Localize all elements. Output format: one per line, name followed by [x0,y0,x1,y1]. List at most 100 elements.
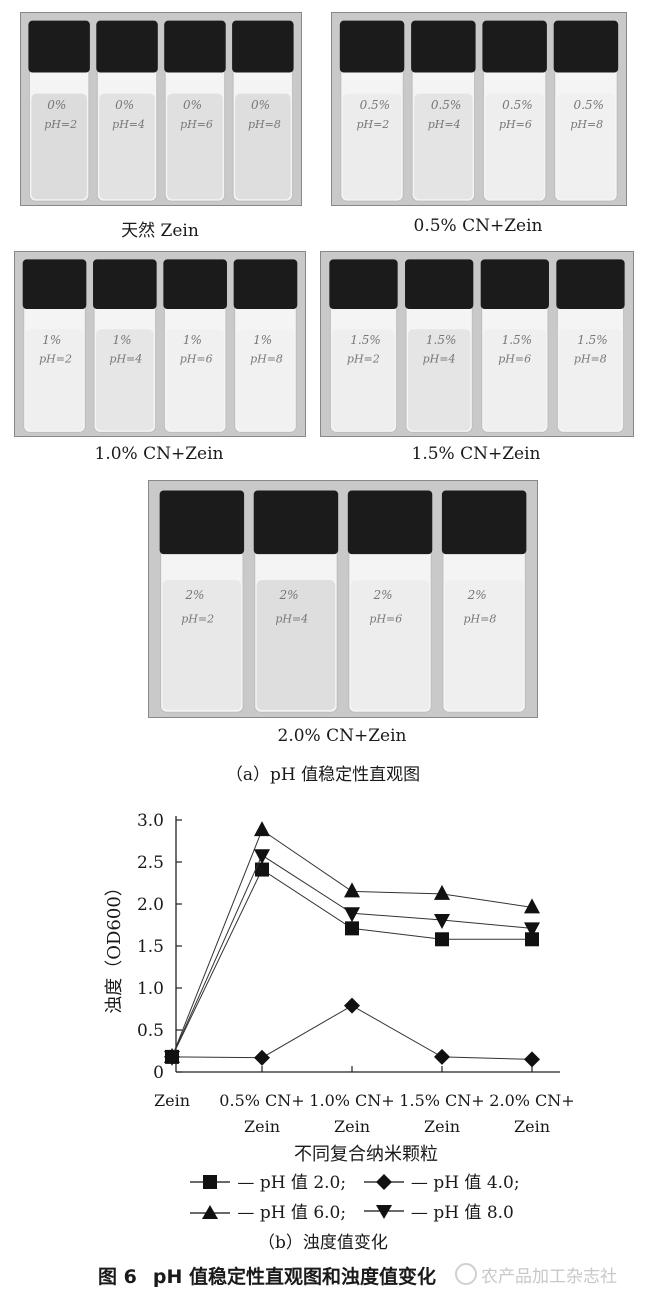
data-point-triangle-up [434,884,450,900]
data-point-diamond [524,1051,540,1068]
vial-label-percent: 0.5% [360,98,391,112]
data-point-triangle-down [524,922,540,938]
vial-label-percent: 1.5% [350,333,381,347]
data-point-triangle-down [344,907,360,923]
vial-liquid [483,329,546,431]
vial-photo-svg: 1.5% pH=2 1.5% pH=4 1.5% pH=6 1.5% pH=8 [321,252,633,436]
vial: 0% pH=4 [96,20,158,202]
x-tick-label: Zein [514,1117,550,1136]
vial-cap [329,259,398,310]
vial-cap [253,490,339,555]
square-marker-icon [190,1175,230,1189]
vial-liquid [256,580,336,710]
photo-10-cn-zein: 1% pH=2 1% pH=4 1% pH=6 1% pH=8 [14,251,306,437]
vial-label-ph: pH=6 [180,352,213,365]
photo-label-15-cn-zein: 1.5% CN+Zein [411,444,541,464]
vial-label-ph: pH=4 [275,613,308,626]
vial-label-percent: 0% [47,98,66,112]
vial: 0% pH=8 [232,20,294,202]
vial-photo-svg: 1% pH=2 1% pH=4 1% pH=6 1% pH=8 [15,252,305,436]
vial: 0.5% pH=8 [553,20,619,202]
y-tick-label: 3.0 [137,811,164,831]
vial-liquid [444,580,524,710]
legend-row-2: — pH 值 6.0; — pH 值 8.0 [188,1198,514,1223]
figure-number: 图 6 [98,1266,137,1288]
photo-label-20-cn-zein: 2.0% CN+Zein [277,726,407,746]
vial-label-ph: pH=6 [499,118,532,131]
vial: 0.5% pH=2 [339,20,405,202]
vial: 1.5% pH=6 [480,259,549,433]
vial: 2% pH=8 [441,490,527,713]
vial: 0.5% pH=4 [411,20,476,202]
vial-label-percent: 0.5% [502,98,532,112]
vial-cap [233,259,298,310]
vial-label-percent: 0.5% [431,98,462,112]
vial-photo-svg: 0% pH=2 0% pH=4 0% pH=6 0% pH=8 [21,13,301,205]
data-point-triangle-down [164,1050,180,1066]
vial-cap [405,259,474,310]
vial-cap [441,490,527,555]
series-line [171,868,532,1058]
y-tick-label: 1.0 [137,979,164,999]
series-line [171,1005,533,1060]
vial-label-ph: pH=8 [464,613,497,626]
vial: 2% pH=6 [347,490,433,713]
vial-label-ph: pH=8 [570,118,603,131]
photo-05-cn-zein: 0.5% pH=2 0.5% pH=4 0.5% pH=6 0.5% pH=8 [331,12,627,206]
vial-label-ph: pH=8 [250,352,283,365]
vial-label-percent: 1% [253,333,272,347]
vial-liquid [342,93,402,200]
vial-liquid [350,580,430,710]
vial: 1.5% pH=4 [405,259,474,433]
photo-label-natural-zein: 天然 Zein [121,221,199,241]
watermark: 农产品加工杂志社 [455,1262,617,1287]
vial-label-percent: 0% [251,98,270,112]
vial: 0.5% pH=6 [482,20,547,202]
vial-cap [96,20,158,73]
legend-entry-ph4: — pH 值 4.0; [362,1173,520,1193]
vial-liquid [556,93,616,200]
vial: 1.5% pH=2 [329,259,398,433]
y-axis-label: 浊度（OD600） [104,878,125,1014]
vial-liquid [236,329,295,431]
y-tick-label: 1.5 [137,937,164,957]
figure-title: pH 值稳定性直观图和浊度值变化 [152,1266,436,1288]
vial-label-ph: pH=8 [248,118,281,131]
y-tick-label: 0.5 [137,1021,164,1041]
series-triangle-up [164,821,540,1063]
vial-label-ph: pH=2 [356,118,389,131]
vial-label-percent: 2% [467,588,487,602]
y-tick-label: 2.0 [137,895,164,915]
vial-liquid [31,93,87,200]
photo-label-05-cn-zein: 0.5% CN+Zein [413,216,543,236]
photo-15-cn-zein: 1.5% pH=2 1.5% pH=4 1.5% pH=6 1.5% pH=8 [320,251,634,437]
data-point-triangle-up [344,882,360,898]
vial-liquid [162,580,242,710]
triangle-down-marker-icon [363,1205,404,1219]
vial-liquid [166,329,224,431]
vial-label-percent: 1% [113,333,132,347]
vial-liquid [414,93,473,200]
vial-photo-svg: 0.5% pH=2 0.5% pH=4 0.5% pH=6 0.5% pH=8 [332,13,626,205]
turbidity-chart: 0 0.5 1.0 1.5 2.0 2.5 3.0 浊度（OD600） Zein 0.5% CN+… [104,811,575,1165]
vial: 1% pH=2 [22,259,87,433]
vial-cap [28,20,90,73]
x-tick-label: 1.0% CN+ [309,1091,394,1110]
vial-liquid [96,329,154,431]
data-point-square [345,921,359,936]
vial-liquid [99,93,155,200]
vial-label-percent: 1.5% [577,333,608,347]
vial-label-percent: 2% [278,588,298,602]
watermark-text: 农产品加工杂志社 [481,1267,617,1287]
legend: — pH 值 2.0; — pH 值 4.0; — pH 值 6.0; — pH… [0,1168,646,1224]
vial-label-ph: pH=6 [369,613,402,626]
caption-a: （a）pH 值稳定性直观图 [225,765,421,785]
vial: 1% pH=8 [233,259,298,433]
vial-cap [164,20,226,73]
vial-liquid [332,329,395,431]
vial-label-percent: 1.5% [502,333,533,347]
vial-liquid [25,329,84,431]
vial-cap [159,490,245,555]
vial-cap [22,259,87,310]
legend-entry-ph2: — pH 值 2.0; [188,1173,352,1193]
